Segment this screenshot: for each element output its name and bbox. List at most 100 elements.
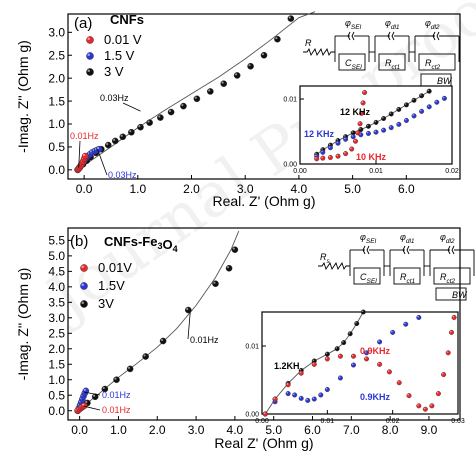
inset-data-point-highlight bbox=[374, 120, 376, 123]
data-point-highlight bbox=[96, 147, 100, 150]
data-point-highlight bbox=[102, 386, 105, 390]
inset-data-point-highlight bbox=[397, 122, 399, 125]
inset-data-point-highlight bbox=[427, 105, 430, 107]
frequency-annotation: 0.03Hz bbox=[100, 93, 129, 103]
frequency-annotation: 0.01Hz bbox=[102, 390, 131, 400]
inset-data-point-highlight bbox=[315, 154, 317, 157]
chart_data.0-ytick-label: 0.0 bbox=[48, 163, 65, 177]
fit-line bbox=[77, 230, 240, 412]
inset: 0.00 0.01 0.02 0.03 0.00 0.01 0.9KHz 1.2KH 0.9KH… bbox=[245, 309, 465, 425]
data-point-highlight bbox=[83, 153, 86, 157]
inset-data-point bbox=[285, 391, 291, 397]
inset-data-point bbox=[350, 134, 356, 140]
inset-data-point-highlight bbox=[325, 357, 328, 359]
inset-data-point-highlight bbox=[427, 89, 430, 92]
inset-data-point-highlight bbox=[351, 363, 354, 366]
chart_data.1-ytick-label: 2.0 bbox=[48, 342, 65, 356]
data-point bbox=[180, 102, 187, 110]
data-point bbox=[274, 35, 281, 43]
inset-data-point-highlight bbox=[397, 381, 400, 383]
chart_data.1.inset-ytick-label: 0.00 bbox=[245, 411, 259, 418]
data-point-highlight bbox=[194, 96, 197, 99]
inset-data-point bbox=[373, 129, 379, 135]
chart_data.1-element-box bbox=[353, 267, 381, 285]
chart_data.0-xtick-label: 0.0 bbox=[76, 182, 93, 196]
frequency-annotation: 0.03Hz bbox=[108, 170, 137, 180]
inset-data-point-highlight bbox=[328, 155, 331, 158]
legend-marker bbox=[80, 282, 88, 290]
inset-data-point bbox=[406, 393, 412, 399]
inset-data-point-highlight bbox=[419, 94, 422, 96]
legend-label: 0.01V bbox=[98, 260, 132, 275]
chart_data.1-xtick-label: 3.0 bbox=[188, 423, 205, 437]
annotation-pointer bbox=[84, 391, 101, 396]
legend-label: 3 V bbox=[104, 64, 124, 79]
inset-data-point-highlight bbox=[389, 125, 392, 128]
inset-data-point bbox=[341, 340, 347, 346]
inset-data-point bbox=[360, 309, 366, 315]
data-point-highlight bbox=[113, 138, 116, 141]
data-point-highlight bbox=[234, 73, 238, 76]
chart_data.0.inset-xtick-label: 0.00 bbox=[293, 168, 307, 175]
inset-data-point bbox=[403, 102, 409, 108]
inset-data-point-highlight bbox=[391, 330, 393, 333]
chart_data.0.inset-xtick-label: 0.02 bbox=[445, 168, 459, 175]
data-point bbox=[126, 365, 134, 373]
inset-data-point-highlight bbox=[312, 362, 315, 365]
inset-data-point-highlight bbox=[435, 100, 437, 103]
frequency-annotation: 0.01Hz bbox=[190, 335, 219, 345]
chart_data.0-circuit-label: φSEI bbox=[345, 18, 362, 31]
legend-marker-highlight bbox=[87, 37, 90, 41]
chart_data.1-cpe bbox=[447, 245, 455, 255]
chart_data.1-circuit: Rs φSEI CSEI φdl1 Rct1 φdl2 Rct2 BW bbox=[318, 232, 475, 301]
inset-data-point bbox=[350, 362, 356, 368]
chart_data.0-xtick-label: 2.0 bbox=[183, 182, 200, 196]
inset-data-point-highlight bbox=[436, 391, 439, 394]
inset-data-point bbox=[320, 149, 326, 155]
chart_data.1-circuit-label: Rs bbox=[320, 252, 331, 265]
inset-data-point bbox=[445, 350, 451, 356]
chart_data.1-circuit-label: BW bbox=[452, 290, 468, 300]
chart_data.0-element-box bbox=[418, 53, 456, 71]
chart_data.0-circuit-label: φdl2 bbox=[425, 18, 440, 31]
chart_data.1-circuit-label: Rct2 bbox=[440, 272, 456, 285]
chart_data.1-circuit-label: CSEI bbox=[360, 272, 377, 285]
legend-marker bbox=[86, 52, 94, 60]
data-point-highlight bbox=[221, 81, 224, 84]
inset-data-point-highlight bbox=[335, 347, 338, 349]
chart_data.1-ytick-label: 1.5 bbox=[48, 357, 65, 371]
panel-label: (b) bbox=[70, 233, 88, 250]
legend-label: 1.5 V bbox=[104, 48, 135, 63]
annotation-pointer bbox=[122, 102, 141, 112]
inset-data-point bbox=[434, 99, 440, 105]
data-point bbox=[113, 376, 120, 384]
chart_data.0-xtick-label: 4.0 bbox=[291, 182, 308, 196]
inset-data-point bbox=[441, 95, 447, 101]
chart_data.1.inset-xtick-label: 0.01 bbox=[321, 418, 335, 425]
inset-data-point-highlight bbox=[419, 109, 422, 112]
chart_data.1-xtick-label: 4.0 bbox=[227, 423, 244, 437]
chart_data.1-resistor-r bbox=[318, 261, 350, 271]
chart_data.1-xtick-label: 5.0 bbox=[265, 423, 282, 437]
inset-data-point bbox=[311, 361, 317, 367]
inset-data-point-highlight bbox=[336, 154, 338, 157]
inset-data-point-highlight bbox=[321, 156, 323, 159]
inset-data-point-highlight bbox=[342, 340, 344, 343]
chart_data.0-xtick-label: 6.0 bbox=[398, 182, 415, 196]
inset-data-point-highlight bbox=[273, 397, 276, 400]
data-point bbox=[119, 133, 127, 141]
chart_data.1-ytick-label: 3.5 bbox=[48, 296, 65, 310]
legend-marker bbox=[86, 68, 94, 76]
data-point bbox=[104, 141, 112, 149]
inset-data-point-highlight bbox=[356, 131, 358, 133]
inset-data-point-highlight bbox=[412, 114, 414, 116]
data-point-highlight bbox=[82, 403, 85, 406]
inset-data-point bbox=[324, 356, 330, 362]
chart_data.1-element-box bbox=[393, 267, 421, 285]
inset-data-point bbox=[327, 145, 333, 151]
data-point bbox=[167, 108, 175, 116]
inset-data-point-highlight bbox=[366, 131, 369, 134]
legend-marker bbox=[80, 264, 88, 272]
inset-data-point bbox=[298, 395, 304, 401]
data-point-highlight bbox=[213, 281, 216, 284]
